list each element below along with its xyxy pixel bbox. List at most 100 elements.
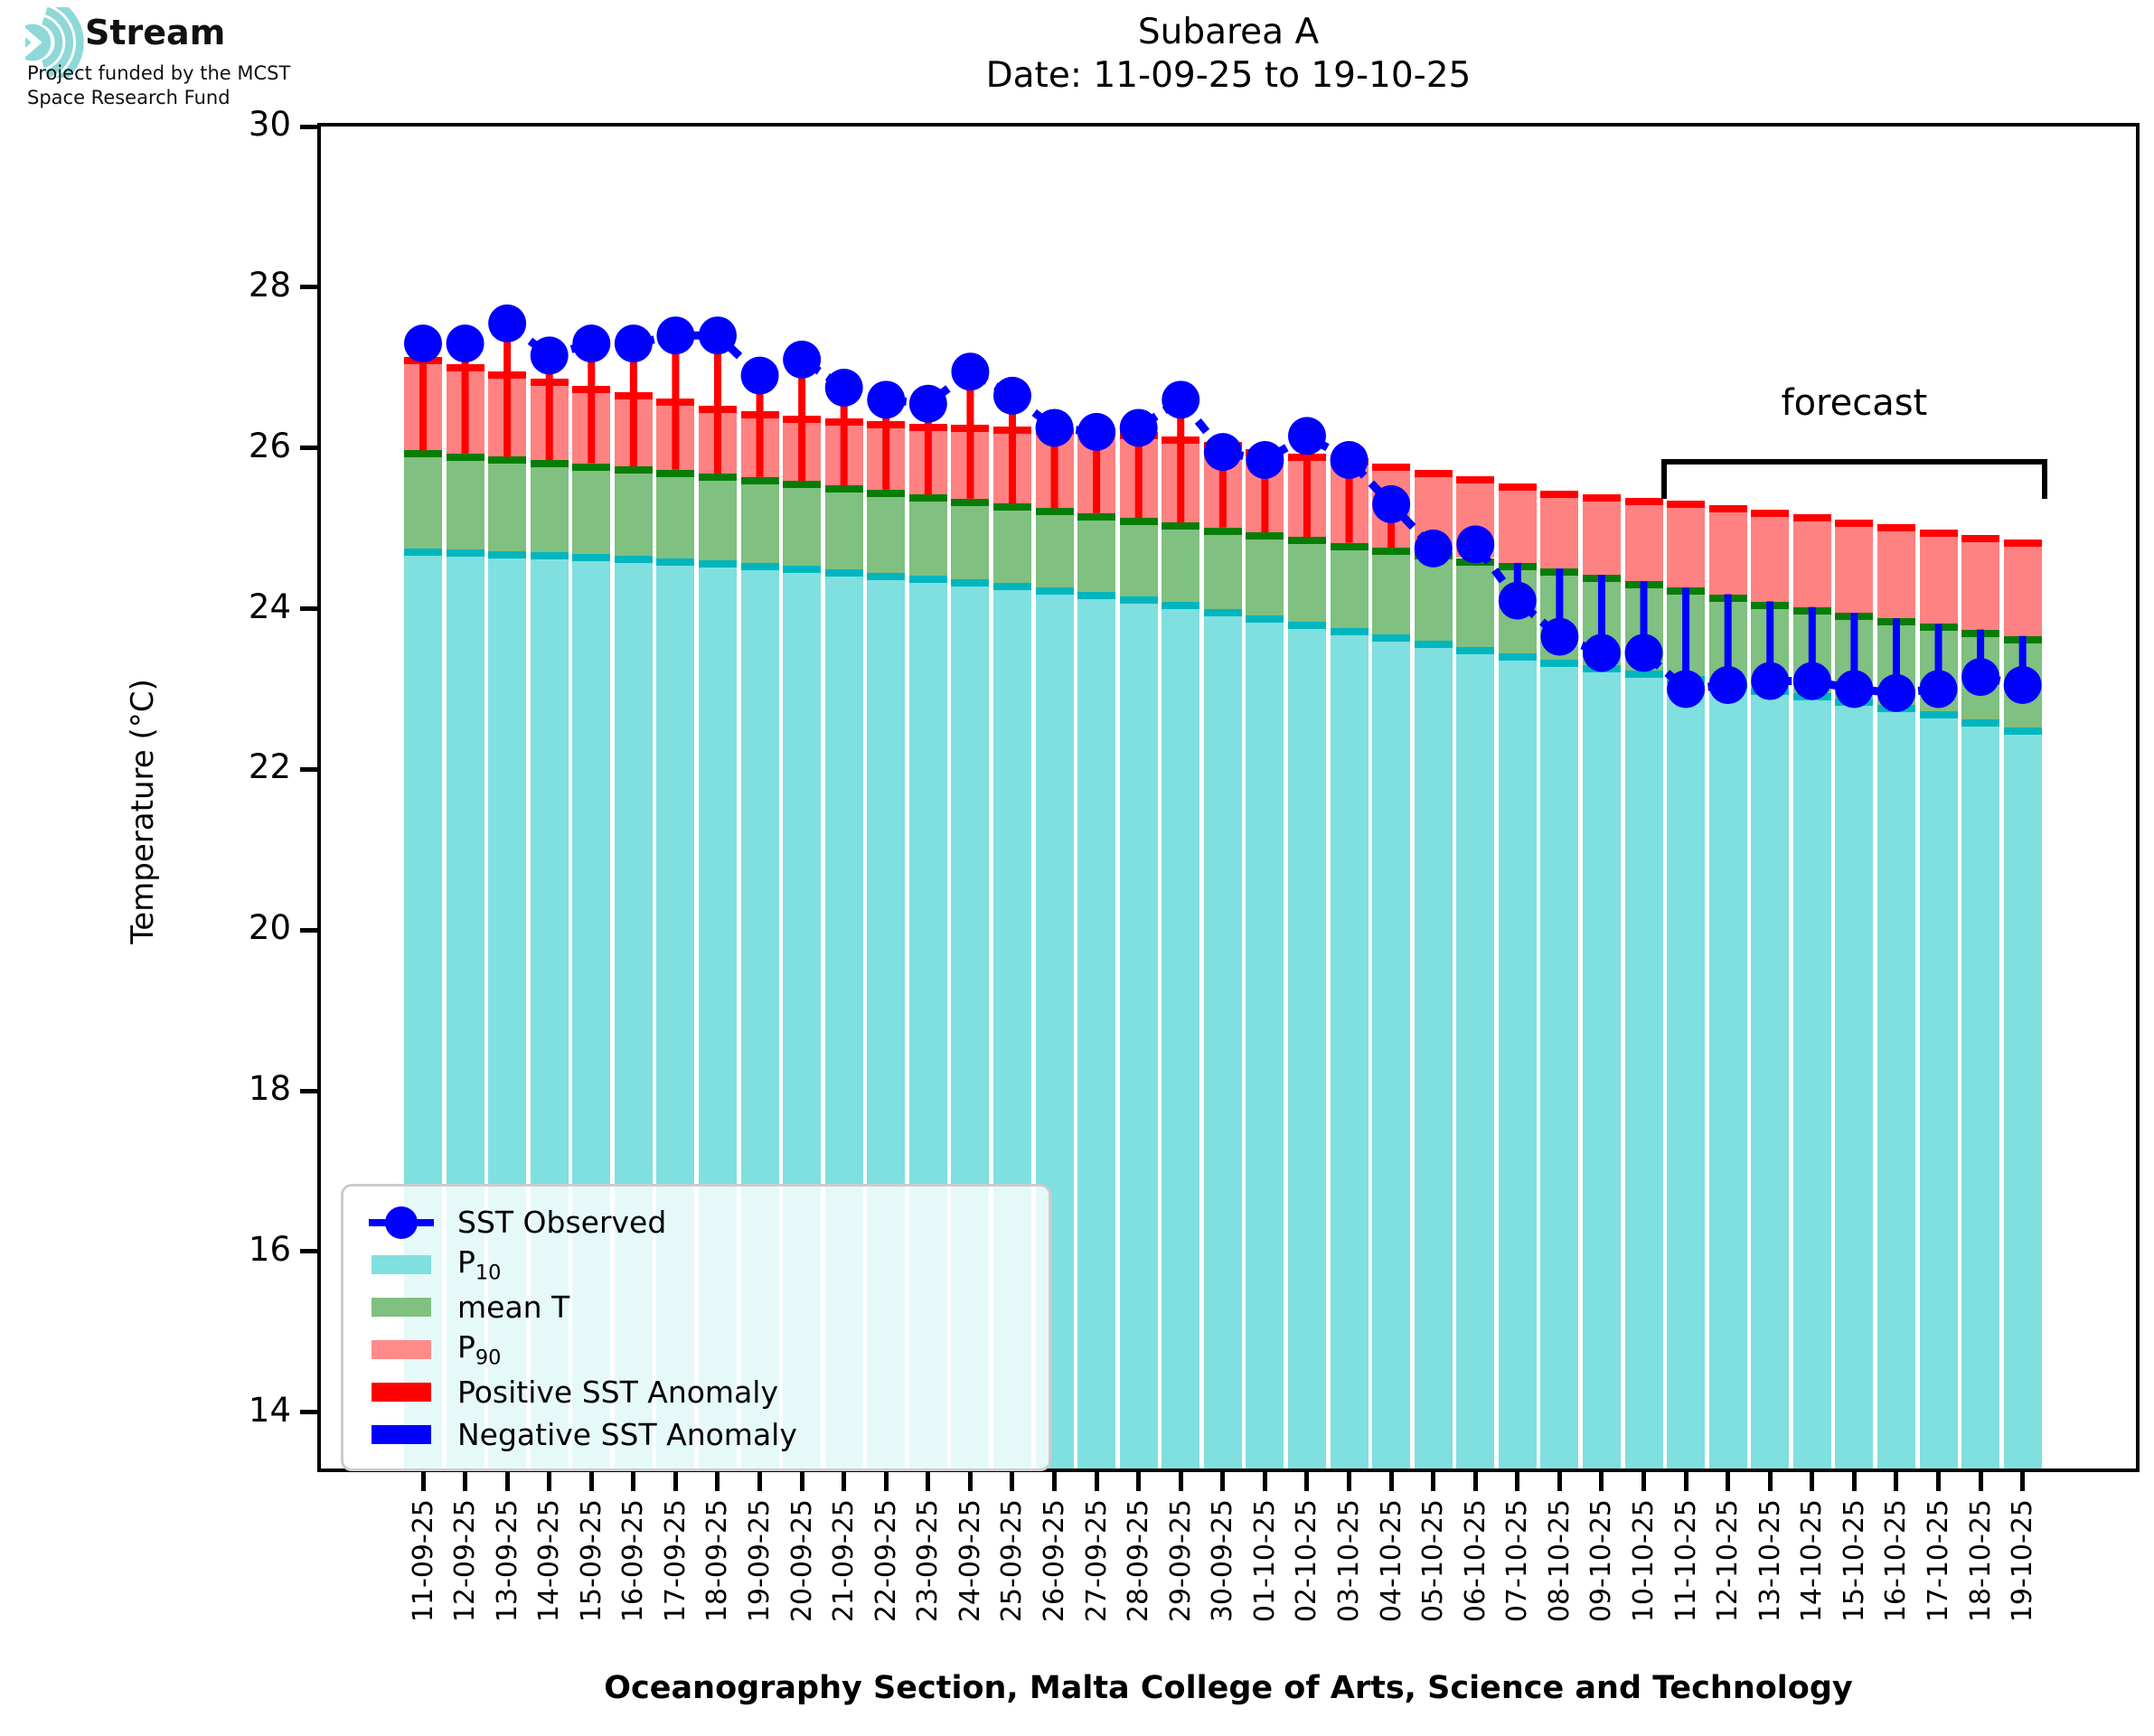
x-tick-label-date: 03-10-25 bbox=[1333, 1499, 1366, 1623]
x-tick-mark bbox=[1810, 1472, 1815, 1491]
p10-bar bbox=[1330, 627, 1369, 1469]
legend-item: SST Observed bbox=[343, 1201, 1049, 1243]
x-tick-mark bbox=[504, 1472, 510, 1491]
p90-bar bbox=[1919, 530, 1958, 624]
p10-cap bbox=[614, 555, 653, 563]
x-tick-label-date: 28-09-25 bbox=[1123, 1499, 1155, 1623]
x-tick-label-date: 09-10-25 bbox=[1585, 1499, 1618, 1623]
sst-observed-point bbox=[1498, 581, 1537, 620]
p10-bar bbox=[1246, 615, 1284, 1469]
y-tick-label: 20 bbox=[248, 908, 291, 948]
sst-observed-point bbox=[2003, 666, 2042, 705]
y-tick-mark bbox=[300, 285, 317, 290]
stream-ripple-icon bbox=[25, 7, 84, 78]
p10-cap bbox=[572, 554, 611, 562]
x-tick-mark bbox=[757, 1472, 763, 1491]
mean-bar bbox=[1119, 518, 1158, 597]
p90-cap bbox=[1498, 483, 1537, 491]
legend-item: mean T bbox=[343, 1286, 1049, 1328]
p10-cap bbox=[824, 568, 863, 577]
p10-cap bbox=[740, 562, 779, 570]
mean-cap bbox=[1162, 522, 1200, 530]
legend-item-label: P90 bbox=[457, 1329, 502, 1370]
mean-cap bbox=[488, 456, 527, 464]
x-tick-mark bbox=[1136, 1472, 1142, 1491]
p90-cap bbox=[1708, 504, 1747, 512]
p10-bar bbox=[1667, 676, 1706, 1469]
mean-cap bbox=[783, 481, 822, 489]
x-tick-mark bbox=[1388, 1472, 1394, 1491]
sst-observed-point bbox=[1792, 662, 1831, 700]
y-tick-label: 18 bbox=[248, 1069, 291, 1109]
p10-cap bbox=[1372, 633, 1411, 642]
x-axis-label: Oceanography Section, Malta College of A… bbox=[604, 1670, 1853, 1706]
mean-bar bbox=[656, 469, 695, 558]
mean-cap bbox=[824, 485, 863, 493]
p10-cap bbox=[656, 558, 695, 566]
x-tick-label-date: 06-10-25 bbox=[1459, 1499, 1491, 1623]
mean-cap bbox=[698, 474, 737, 482]
p10-bar bbox=[1751, 687, 1790, 1469]
p10-bar bbox=[1540, 659, 1579, 1469]
p10-cap bbox=[1035, 586, 1074, 595]
sst-observed-point bbox=[1035, 408, 1074, 447]
sst-observed-point bbox=[1667, 670, 1706, 708]
legend-item-label: mean T bbox=[457, 1290, 570, 1325]
p10-bar bbox=[1919, 711, 1958, 1469]
p90-bar bbox=[1751, 510, 1790, 602]
x-tick-label-date: 04-10-25 bbox=[1375, 1499, 1407, 1623]
y-tick-label: 22 bbox=[248, 747, 291, 787]
mean-bar bbox=[951, 498, 990, 579]
p10-bar bbox=[1582, 664, 1621, 1469]
x-tick-mark bbox=[588, 1472, 594, 1491]
x-tick-mark bbox=[1767, 1472, 1773, 1491]
x-tick-label-date: 11-10-25 bbox=[1670, 1499, 1702, 1623]
mean-bar bbox=[1162, 522, 1200, 603]
x-tick-label-date: 10-10-25 bbox=[1628, 1499, 1660, 1623]
x-tick-label-date: 12-10-25 bbox=[1712, 1499, 1745, 1623]
mean-bar bbox=[867, 489, 906, 573]
p90-bar bbox=[1792, 514, 1831, 607]
x-tick-label-date: 15-10-25 bbox=[1838, 1499, 1870, 1623]
x-tick-label-date: 16-10-25 bbox=[1880, 1499, 1913, 1623]
p90-cap bbox=[1919, 530, 1958, 538]
legend-item-label: P10 bbox=[457, 1244, 502, 1285]
x-tick-mark bbox=[883, 1472, 889, 1491]
sst-observed-point bbox=[1162, 380, 1200, 419]
x-tick-mark bbox=[1726, 1472, 1731, 1491]
x-tick-label-date: 15-09-25 bbox=[575, 1499, 607, 1623]
legend-patch-icon bbox=[369, 1425, 434, 1444]
p10-cap bbox=[1330, 627, 1369, 635]
p10-bar bbox=[1162, 602, 1200, 1469]
sst-observed-point bbox=[1077, 412, 1116, 451]
p10-bar bbox=[1287, 621, 1326, 1469]
mean-bar bbox=[783, 481, 822, 567]
legend-patch-icon bbox=[369, 1340, 434, 1359]
legend-item-label: SST Observed bbox=[457, 1205, 667, 1240]
x-tick-mark bbox=[1683, 1472, 1688, 1491]
mean-bar bbox=[572, 463, 611, 555]
mean-cap bbox=[1372, 547, 1411, 555]
mean-cap bbox=[1330, 542, 1369, 550]
sst-observed-point bbox=[1919, 670, 1958, 708]
sst-observed-point bbox=[1624, 633, 1663, 672]
legend-item-label: Positive SST Anomaly bbox=[457, 1375, 778, 1410]
p90-cap bbox=[1835, 519, 1874, 527]
sst-observed-point bbox=[1119, 408, 1158, 447]
p90-cap bbox=[1372, 464, 1411, 472]
mean-bar bbox=[1372, 547, 1411, 634]
p10-cap bbox=[1119, 596, 1158, 605]
p90-cap bbox=[1877, 524, 1915, 532]
mean-cap bbox=[1287, 537, 1326, 545]
sst-observed-point bbox=[698, 316, 737, 355]
y-tick-label: 24 bbox=[248, 586, 291, 626]
sst-observed-point bbox=[1751, 662, 1790, 700]
sst-observed-point bbox=[867, 380, 906, 419]
p90-bar bbox=[1667, 501, 1706, 588]
y-tick-label: 26 bbox=[248, 426, 291, 465]
p10-bar bbox=[1498, 653, 1537, 1469]
x-tick-mark bbox=[1052, 1472, 1058, 1491]
mean-cap bbox=[1203, 527, 1242, 535]
sst-observed-point bbox=[992, 376, 1031, 415]
sst-observed-point bbox=[740, 356, 779, 395]
